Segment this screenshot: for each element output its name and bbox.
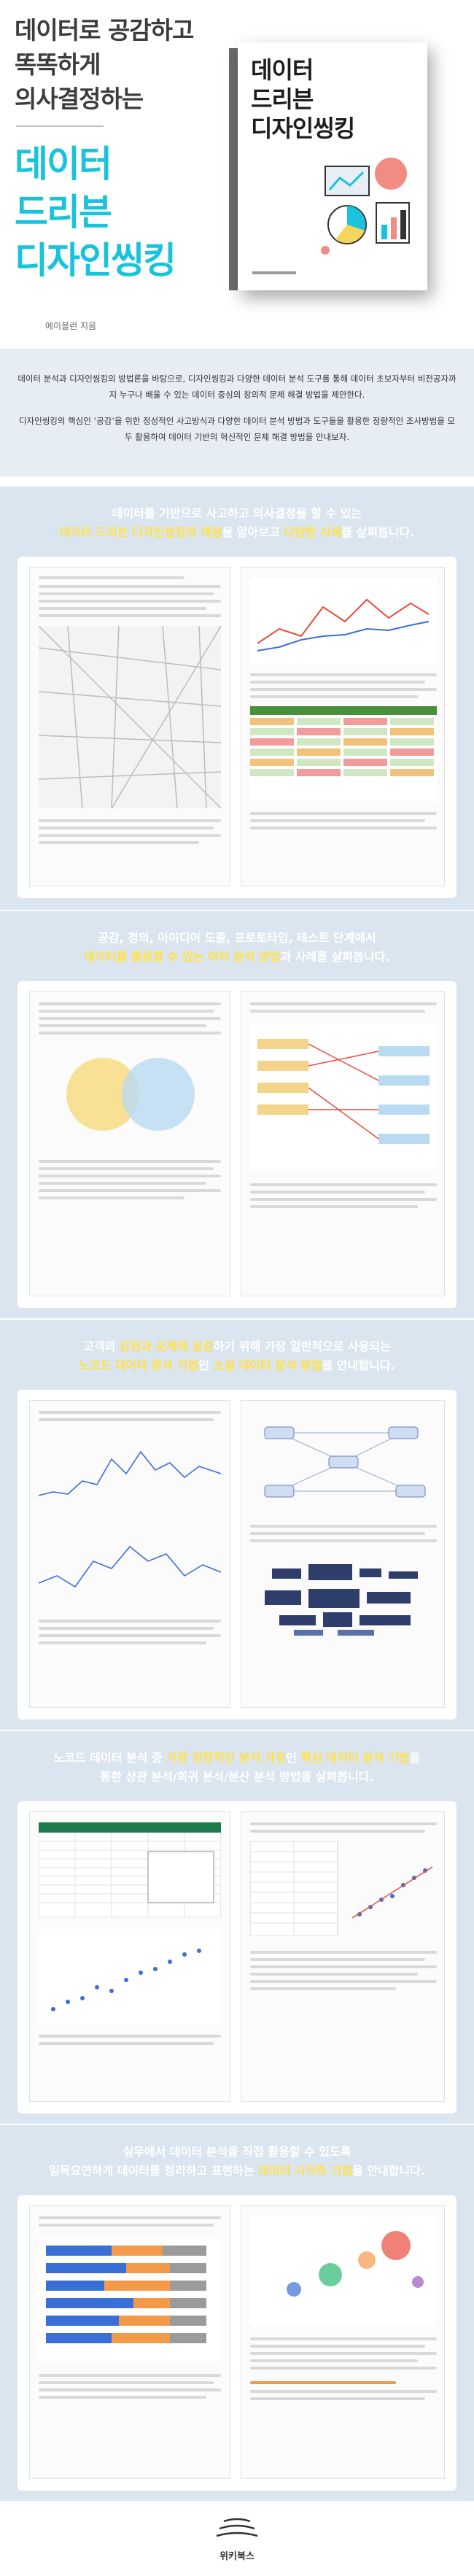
section-2-line2: 데이터를 활용할 수 있는 여러 분석 방법과 사례를 살펴봅니다.	[84, 950, 390, 964]
book-cover: 데이터 드리븐 디자인씽킹	[238, 42, 427, 290]
hero-big-line: 데이터	[15, 143, 112, 185]
section-5: 실무에서 데이터 분석을 직접 활용할 수 있도록 일목요연하게 데이터를 정리…	[0, 2125, 474, 2501]
preview-page-right	[241, 567, 445, 886]
intro-paragraph-2: 디자인씽킹의 핵심인 ‘공감’을 위한 정성적인 사고방식과 다양한 데이터 분…	[18, 416, 456, 442]
preview-page-right	[241, 1400, 445, 1708]
hero-banner: 데이터로 공감하고 똑똑하게 의사결정하는 데이터 드리븐 디자인씽킹 에이블런…	[0, 0, 474, 343]
preview-page-left	[29, 991, 230, 1296]
book-title-line: 드리븐	[251, 85, 314, 113]
section-1: 데이터를 기반으로 사고하고 의사결정을 할 수 있는 데이터 드리븐 디자인씽…	[0, 487, 474, 910]
section-5-line2: 일목요연하게 데이터를 정리하고 표현하는 데이터 시각화 기법을 안내합니다.	[48, 2164, 426, 2178]
map-illustration-icon	[39, 626, 221, 808]
spreadsheet-illustration-icon	[39, 1822, 221, 1917]
section-3-line1: 고객의 감정과 문제에 공감하기 위해 가장 일반적으로 사용되는	[83, 1339, 391, 1353]
book-cover-title: 데이터 드리븐 디자인씽킹	[251, 55, 355, 143]
section-1-preview-card	[18, 557, 456, 898]
stacked-bar-illustration-icon	[39, 2238, 221, 2362]
section-2-line1: 공감, 정의, 아이디어 도출, 프로토타입, 테스트 단계에서	[98, 931, 376, 945]
section-4-line2: 통한 상관 분석/회귀 분석/분산 분석 방법을 살펴봅니다.	[100, 1770, 374, 1784]
section-5-preview-card	[18, 2195, 456, 2491]
hero-author: 에이블런 지음	[45, 321, 97, 331]
hero-title-line: 똑똑하게	[15, 50, 101, 79]
section-2: 공감, 정의, 아이디어 도출, 프로토타입, 테스트 단계에서 데이터를 활용…	[0, 911, 474, 1318]
hero-big-line: 디자인씽킹	[15, 239, 176, 282]
preview-page-left	[29, 567, 230, 886]
venn-diagram-illustration-icon	[66, 1058, 195, 1131]
scatter-plot-illustration-icon	[39, 1929, 221, 2024]
line-chart-illustration-icon	[250, 578, 437, 665]
book-publisher-mark	[252, 270, 296, 278]
section-3-preview-card	[18, 1390, 456, 1720]
trend-chart-illustration-icon	[39, 1545, 221, 1588]
section-5-heading: 실무에서 데이터 분석을 직접 활용할 수 있도록 일목요연하게 데이터를 정리…	[0, 2143, 474, 2181]
hero-title-line: 데이터로 공감하고	[15, 16, 194, 45]
flow-diagram-illustration-icon	[250, 1024, 437, 1170]
preview-page-left	[29, 2205, 230, 2479]
book-spine	[229, 48, 239, 290]
section-3-heading: 고객의 감정과 문제에 공감하기 위해 가장 일반적으로 사용되는 노코드 데이…	[0, 1337, 474, 1375]
section-3: 고객의 감정과 문제에 공감하기 위해 가장 일반적으로 사용되는 노코드 데이…	[0, 1320, 474, 1730]
hero-title-line: 의사결정하는	[15, 85, 144, 113]
intro-panel: 데이터 분석과 디자인씽킹의 방법론을 바탕으로, 디자인씽킹과 다양한 데이터…	[0, 349, 474, 476]
preview-page-right	[241, 991, 445, 1296]
preview-page-right	[241, 1811, 445, 2102]
section-3-line2: 노코드 데이터 분석 기법인 소셜 데이터 분석 방법을 안내합니다.	[79, 1358, 395, 1372]
section-4-line1: 노코드 데이터 분석 중 가장 정량적인 분석 과정인 핵심 데이터 분석 기법…	[53, 1751, 421, 1765]
word-cloud-illustration-icon	[265, 1564, 418, 1636]
publisher-logo-text: 위키북스	[219, 2551, 255, 2562]
section-1-line2: 데이터 드리븐 디자인씽킹의 개념을 알아보고 다양한 사례를 살펴봅니다.	[59, 525, 415, 539]
hero-big-line: 드리븐	[15, 191, 112, 233]
section-1-line1: 데이터를 기반으로 사고하고 의사결정을 할 수 있는	[112, 506, 362, 520]
section-4: 노코드 데이터 분석 중 가장 정량적인 분석 과정인 핵심 데이터 분석 기법…	[0, 1731, 474, 2124]
section-2-preview-card	[18, 981, 456, 1308]
section-2-heading: 공감, 정의, 아이디어 도출, 프로토타입, 테스트 단계에서 데이터를 활용…	[0, 929, 474, 967]
bubble-chart-illustration-icon	[250, 2216, 437, 2326]
trend-chart-illustration-icon	[39, 1450, 221, 1496]
hero-divider	[16, 125, 104, 127]
network-graph-illustration-icon	[264, 1426, 426, 1498]
preview-page-left	[29, 1811, 230, 2102]
preview-page-right	[241, 2205, 445, 2479]
hero-book-title: 데이터 드리븐 디자인씽킹	[15, 140, 176, 285]
cover-illustration-icon	[321, 158, 410, 255]
heatmap-table-illustration-icon	[250, 706, 437, 801]
publisher-logo-icon: 위키북스	[216, 2518, 258, 2562]
section-5-line1: 실무에서 데이터 분석을 직접 활용할 수 있도록	[123, 2145, 351, 2159]
book-title-line: 디자인씽킹	[251, 115, 355, 142]
hero-title: 데이터로 공감하고 똑똑하게 의사결정하는	[15, 13, 194, 116]
section-1-heading: 데이터를 기반으로 사고하고 의사결정을 할 수 있는 데이터 드리븐 디자인씽…	[0, 504, 474, 542]
book-title-line: 데이터	[251, 56, 314, 84]
intro-paragraph-1: 데이터 분석과 디자인씽킹의 방법론을 바탕으로, 디자인씽킹과 다양한 데이터…	[18, 374, 456, 400]
section-4-heading: 노코드 데이터 분석 중 가장 정량적인 분석 과정인 핵심 데이터 분석 기법…	[0, 1749, 474, 1787]
spreadsheet-illustration-icon	[250, 1841, 433, 1936]
section-4-preview-card	[18, 1801, 456, 2113]
preview-page-left	[29, 1400, 230, 1708]
